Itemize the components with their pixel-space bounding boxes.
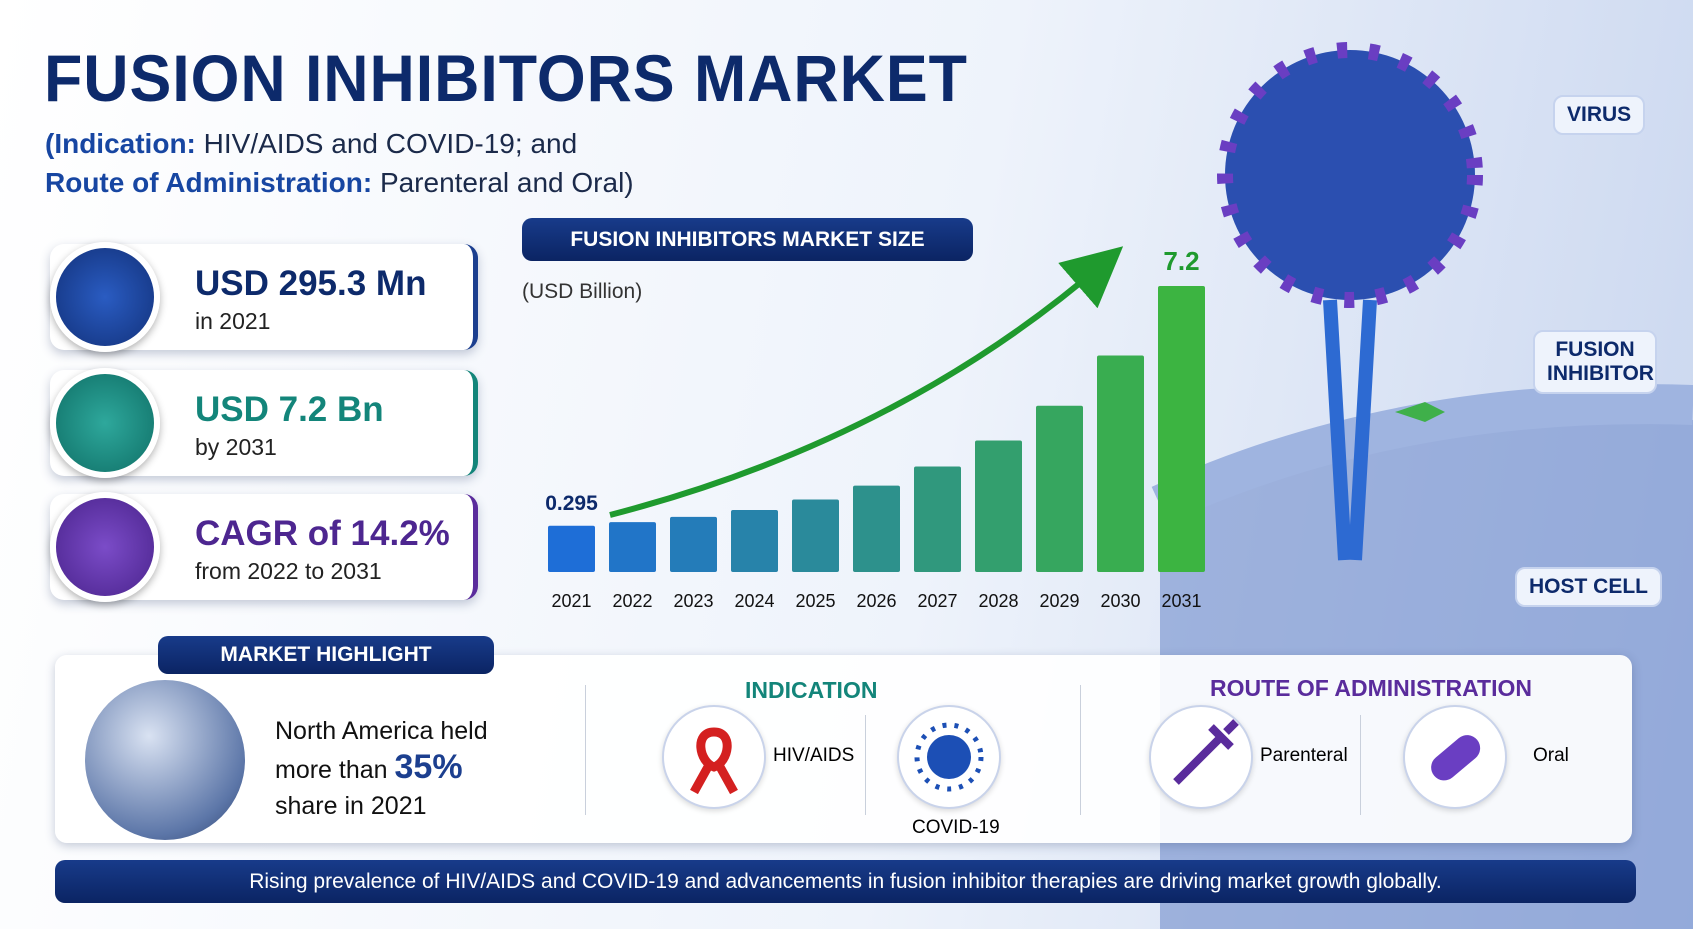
bar [609,522,656,572]
icon [1403,705,1507,809]
x-tick-label: 2027 [917,591,957,611]
axis-label: (USD Billion) [522,280,643,303]
callout: HOST CELL [1515,567,1662,607]
text: HIV/AIDS and COVID-19; and [203,128,578,159]
x-tick-label: 2028 [978,591,1018,611]
highlight-panel: North America held more than 35% share in … [55,655,1632,843]
text: share in 2021 [275,792,427,820]
separator [1080,685,1081,815]
x-tick-label: 2026 [856,591,896,611]
stat-caption: from 2022 to 2031 [195,558,382,584]
icon [897,705,1001,809]
stat-card: USD 295.3 Mn in 2021 [50,242,478,352]
subtitle: Route of Administration: Parenteral and … [45,167,634,199]
bar [1158,286,1205,572]
x-tick-label: 2025 [795,591,835,611]
bar [792,499,839,572]
callout: FUSION INHIBITOR [1533,330,1657,394]
item: Parenteral [1260,745,1348,766]
item: Oral [1533,745,1569,766]
subtitle: (Indication: HIV/AIDS and COVID-19; and [45,128,577,160]
label: (Indication: [45,128,196,159]
label: Route of Administration: [45,167,373,198]
x-tick-label: 2021 [551,591,591,611]
capsule-icon [1431,735,1481,781]
stat-value: USD 7.2 Bn [195,390,384,429]
trend-arrow [609,246,1124,518]
globe [85,680,245,840]
bar [975,440,1022,572]
x-tick-label: 2029 [1039,591,1079,611]
separator [865,715,866,815]
callout: VIRUS [1553,95,1646,135]
footer: Rising prevalence of HIV/AIDS and COVID-… [55,860,1636,903]
text: Parenteral and Oral) [379,167,634,198]
x-tick-label: 2031 [1161,591,1201,611]
bar [731,509,778,572]
section-title: INDICATION [745,677,878,703]
syringe-icon [1173,719,1239,785]
x-tick-label: 2030 [1100,591,1140,611]
bar [853,485,900,572]
icon [50,242,160,352]
stat-card: CAGR of 14.2% from 2022 to 2031 [50,492,478,602]
highlight-text: North America held more than 35% share in … [275,713,488,824]
bar [670,516,717,572]
icon [50,368,160,478]
separator [585,685,586,815]
item: COVID-19 [912,817,1000,838]
section-title: ROUTE OF ADMINISTRATION [1210,675,1532,701]
icon [662,705,766,809]
icon [50,492,160,602]
stat-value: CAGR of 14.2% [195,514,450,553]
x-tick-label: 2022 [612,591,652,611]
bar [548,525,595,572]
bar [1036,405,1083,572]
x-tick-label: 2024 [734,591,774,611]
separator [1360,715,1361,815]
icon [1149,705,1253,809]
stat-card: USD 7.2 Bn by 2031 [50,368,478,478]
virus-icon [914,722,984,792]
x-tick-label: 2023 [673,591,713,611]
data-label: 7.2 [1163,246,1199,276]
chart-title: FUSION INHIBITORS MARKET SIZE [522,218,973,261]
share: 35% [394,748,463,786]
highlight-title: MARKET HIGHLIGHT [158,636,494,674]
data-label: 0.295 [545,492,598,515]
ribbon-icon [690,727,738,795]
stat-value: USD 295.3 Mn [195,264,427,303]
title: FUSION INHIBITORS MARKET [44,41,968,115]
stat-caption: in 2021 [195,308,271,334]
text: North America held [275,717,488,745]
stat-caption: by 2031 [195,434,277,460]
bar [1097,355,1144,572]
text: more than [275,756,388,784]
item: HIV/AIDS [773,745,855,766]
bar [914,466,961,572]
